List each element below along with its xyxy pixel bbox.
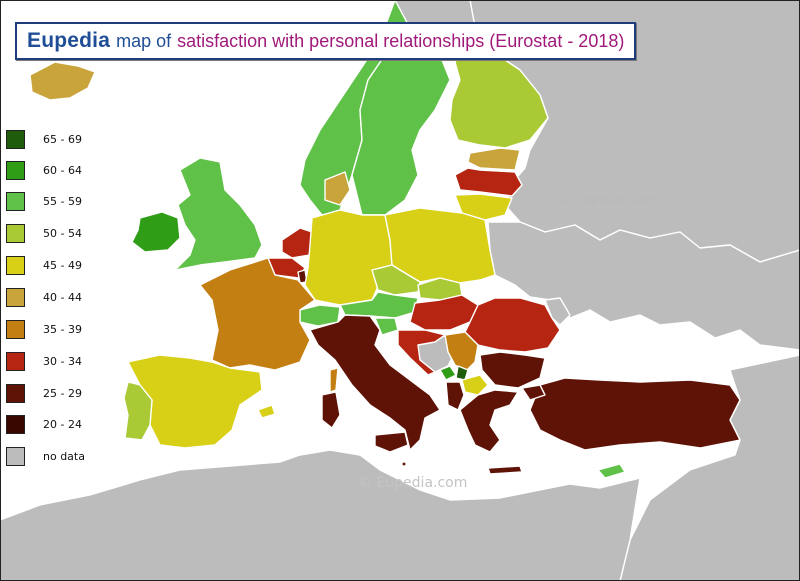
legend-item: 20 - 24 xyxy=(6,413,126,435)
legend-swatch xyxy=(6,191,25,211)
country-latvia xyxy=(454,167,523,197)
legend-swatch xyxy=(6,446,25,466)
legend-item: 50 - 54 xyxy=(6,222,126,244)
legend-item: 35 - 39 xyxy=(6,318,126,340)
country-portugal xyxy=(123,381,153,441)
legend-swatch xyxy=(6,223,25,243)
title-subject: satisfaction with personal relationships… xyxy=(177,30,625,51)
country-france xyxy=(199,257,316,371)
watermark-bottom: © Eupedia.com xyxy=(358,475,468,491)
country-serbia xyxy=(444,331,479,373)
legend-swatch xyxy=(6,129,25,149)
watermark-top: © Eupedia.com xyxy=(560,192,654,206)
legend-label: 60 - 64 xyxy=(43,163,82,177)
country-north-macedonia xyxy=(461,374,489,396)
island-balearics xyxy=(257,404,276,419)
map-title: Eupedia map of satisfaction with persona… xyxy=(15,22,637,60)
legend-label: 30 - 34 xyxy=(43,354,82,368)
country-sweden xyxy=(351,27,451,216)
country-uk xyxy=(174,157,263,271)
legend-label: 65 - 69 xyxy=(43,132,82,146)
legend-item: no data xyxy=(6,445,126,467)
country-bulgaria xyxy=(479,351,546,389)
country-denmark xyxy=(324,171,351,206)
region-belarus-ukraine xyxy=(487,221,800,351)
legend-label: 50 - 54 xyxy=(43,226,82,240)
country-ireland xyxy=(131,211,181,253)
country-estonia xyxy=(467,147,521,171)
country-turkey-thrace xyxy=(521,384,546,401)
title-prefix: map of xyxy=(116,30,172,51)
country-italy xyxy=(309,314,441,451)
island-sicily xyxy=(374,431,409,453)
country-germany xyxy=(304,209,393,306)
legend-swatch xyxy=(6,319,25,339)
legend-item: 25 - 29 xyxy=(6,382,126,404)
legend-swatch xyxy=(6,287,25,307)
legend-label: 55 - 59 xyxy=(43,194,82,208)
legend-item: 65 - 69 xyxy=(6,128,126,150)
legend-label: 20 - 24 xyxy=(43,417,82,431)
legend-item: 60 - 64 xyxy=(6,159,126,181)
legend-item: 30 - 34 xyxy=(6,350,126,372)
legend-swatch xyxy=(6,351,25,371)
title-brand: Eupedia xyxy=(27,29,111,52)
legend-swatch xyxy=(6,414,25,434)
island-crete xyxy=(487,465,523,475)
country-cyprus xyxy=(597,463,626,479)
legend-item: 55 - 59 xyxy=(6,190,126,212)
country-romania xyxy=(464,297,561,353)
legend-label: no data xyxy=(43,449,85,463)
country-iceland xyxy=(29,61,96,101)
legend-swatch xyxy=(6,383,25,403)
country-croatia xyxy=(397,329,446,376)
country-albania xyxy=(445,381,465,411)
country-greece xyxy=(459,389,519,453)
legend-label: 25 - 29 xyxy=(43,386,82,400)
legend-swatch xyxy=(6,160,25,180)
countries xyxy=(29,0,741,479)
legend-item: 40 - 44 xyxy=(6,286,126,308)
legend-swatch xyxy=(6,255,25,275)
legend-item: 45 - 49 xyxy=(6,254,126,276)
island-sardinia xyxy=(321,391,341,429)
legend-label: 45 - 49 xyxy=(43,258,82,272)
island-malta xyxy=(401,461,407,467)
region-north-africa xyxy=(0,449,641,581)
island-corsica xyxy=(329,367,339,393)
legend-label: 35 - 39 xyxy=(43,322,82,336)
legend-label: 40 - 44 xyxy=(43,290,82,304)
country-turkey xyxy=(529,377,741,451)
